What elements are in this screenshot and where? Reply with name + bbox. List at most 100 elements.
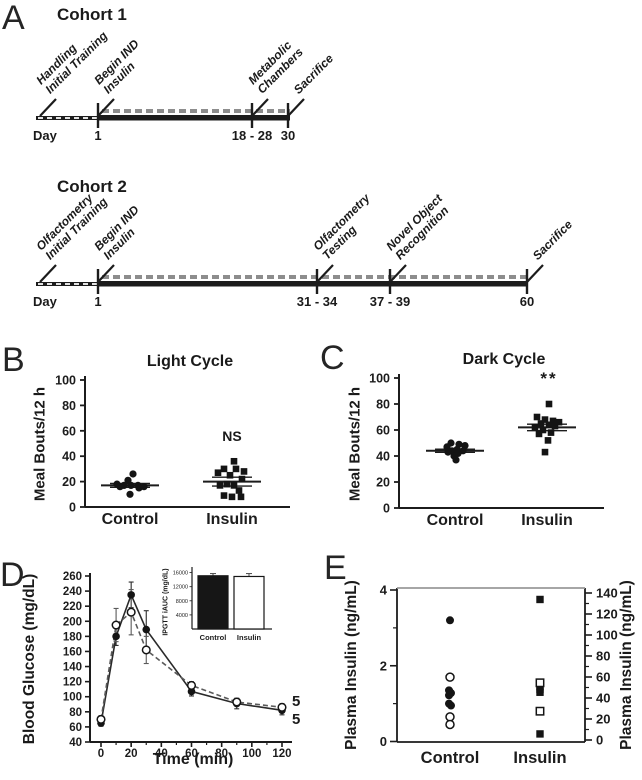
data-point-square	[535, 430, 543, 438]
data-point-filled-circle	[142, 625, 151, 634]
y-tick-label: 120	[63, 677, 82, 689]
panel-label-c: C	[320, 339, 345, 377]
data-point-square	[541, 448, 549, 456]
x-tick-label: 20	[125, 748, 138, 760]
timeline-pointer	[251, 98, 269, 117]
dark-cycle-significance-annotation: **	[540, 369, 558, 388]
data-point-circle	[135, 484, 143, 492]
x-tick-label: 120	[272, 748, 291, 760]
timeline-bar	[98, 115, 290, 121]
data-point-filled-circle	[112, 632, 120, 641]
light-cycle-title: Light Cycle	[146, 353, 234, 370]
data-point-square	[216, 482, 224, 489]
data-point-filled-square	[536, 688, 544, 696]
data-point-square	[230, 482, 238, 489]
data-point-square	[539, 426, 547, 434]
data-point-square	[533, 413, 541, 421]
cohort1-title: Cohort 1	[57, 5, 127, 24]
light-cycle-y-axis-label: Meal Bouts/12 h	[31, 386, 49, 502]
data-point-square	[220, 492, 228, 499]
data-point-circle	[116, 483, 124, 491]
timeline-day-label: 37 - 39	[369, 294, 411, 309]
data-point-square	[220, 465, 228, 473]
left-y-tick-label: 4	[380, 583, 388, 598]
y-tick-label: 0	[69, 501, 76, 515]
data-point-square	[545, 421, 553, 429]
inset-category-label: Insulin	[237, 633, 262, 642]
y-tick-label: 40	[62, 450, 76, 464]
dark-cycle-title: Dark Cycle	[462, 351, 546, 368]
data-point-open-square	[535, 678, 545, 688]
data-point-square	[214, 469, 222, 477]
data-point-square	[545, 400, 553, 408]
category-label: Control	[421, 749, 480, 767]
dark-cycle-y-axis-label: Meal Bouts/12 h	[346, 386, 364, 502]
category-label: Insulin	[206, 511, 258, 528]
data-point-square	[240, 468, 248, 475]
data-point-square	[230, 457, 238, 465]
y-tick-label: 80	[376, 398, 390, 412]
y-tick-label: 60	[62, 424, 76, 438]
data-point-square	[232, 465, 240, 473]
data-point-open-circle	[445, 672, 455, 682]
y-tick-label: 220	[63, 601, 82, 613]
y-tick-label: 40	[69, 737, 82, 749]
data-point-filled-square	[536, 595, 544, 604]
data-point-square	[544, 437, 552, 444]
x-tick-label: 0	[98, 748, 104, 760]
data-point-open-circle	[111, 620, 121, 630]
data-point-circle	[127, 481, 135, 490]
data-point-square	[537, 420, 545, 427]
x-tick-label: 100	[242, 748, 261, 760]
data-point-filled-circle	[446, 616, 454, 625]
inset-y-tick-label: 12000	[173, 585, 188, 591]
left-y-tick-label: 0	[380, 734, 387, 749]
inset-y-tick-label: 8000	[176, 599, 188, 605]
data-point-square	[547, 429, 555, 436]
right-y-tick-label: 100	[596, 628, 618, 643]
timeline-pointer	[526, 264, 544, 283]
timeline-day-axis-label: Day	[33, 294, 57, 309]
timeline-pointer	[287, 98, 305, 117]
timeline-day-label: 1	[94, 294, 102, 309]
right-y-tick-label: 20	[596, 712, 610, 727]
inset-bar-insulin	[233, 575, 265, 630]
category-label: Control	[427, 512, 484, 529]
data-point-square	[555, 418, 563, 426]
y-tick-label: 80	[69, 707, 82, 719]
y-tick-label: 140	[63, 662, 82, 674]
y-tick-label: 20	[62, 475, 76, 489]
data-point-filled-circle	[447, 701, 455, 710]
data-point-square	[238, 475, 246, 483]
y-tick-label: 260	[63, 571, 82, 583]
data-point-square	[223, 480, 231, 488]
data-point-filled-circle	[187, 687, 196, 696]
data-point-open-circle	[126, 607, 136, 617]
y-tick-label: 20	[376, 476, 390, 490]
timeline-pointer	[39, 264, 57, 283]
light-cycle-ns-annotation: NS	[222, 428, 242, 444]
timeline-day-label: 30	[280, 128, 296, 143]
timeline-pointer	[316, 264, 334, 283]
inset-bar-control	[197, 575, 229, 630]
time-x-axis-label: Time (min)	[152, 751, 234, 768]
data-point-square	[531, 424, 539, 431]
y-tick-label: 200	[63, 616, 82, 628]
data-point-filled-square	[536, 730, 544, 738]
data-point-square	[551, 422, 559, 430]
timeline-day-axis-label: Day	[33, 128, 57, 143]
y-tick-label: 240	[63, 586, 82, 598]
timeline-pointer	[97, 264, 115, 283]
y-tick-label: 0	[383, 502, 390, 516]
data-point-square	[237, 493, 245, 501]
plasma-insulin-left-axis-label: Plasma Insulin (ng/mL)	[343, 580, 360, 750]
data-point-circle	[126, 490, 134, 498]
data-point-square	[541, 416, 549, 423]
left-y-tick-label: 2	[380, 658, 387, 673]
data-point-circle	[129, 470, 137, 478]
timeline-pointer	[39, 98, 57, 117]
cohort2-title: Cohort 2	[57, 177, 127, 196]
panel-label-e: E	[324, 549, 347, 587]
data-point-open-circle	[186, 680, 197, 690]
